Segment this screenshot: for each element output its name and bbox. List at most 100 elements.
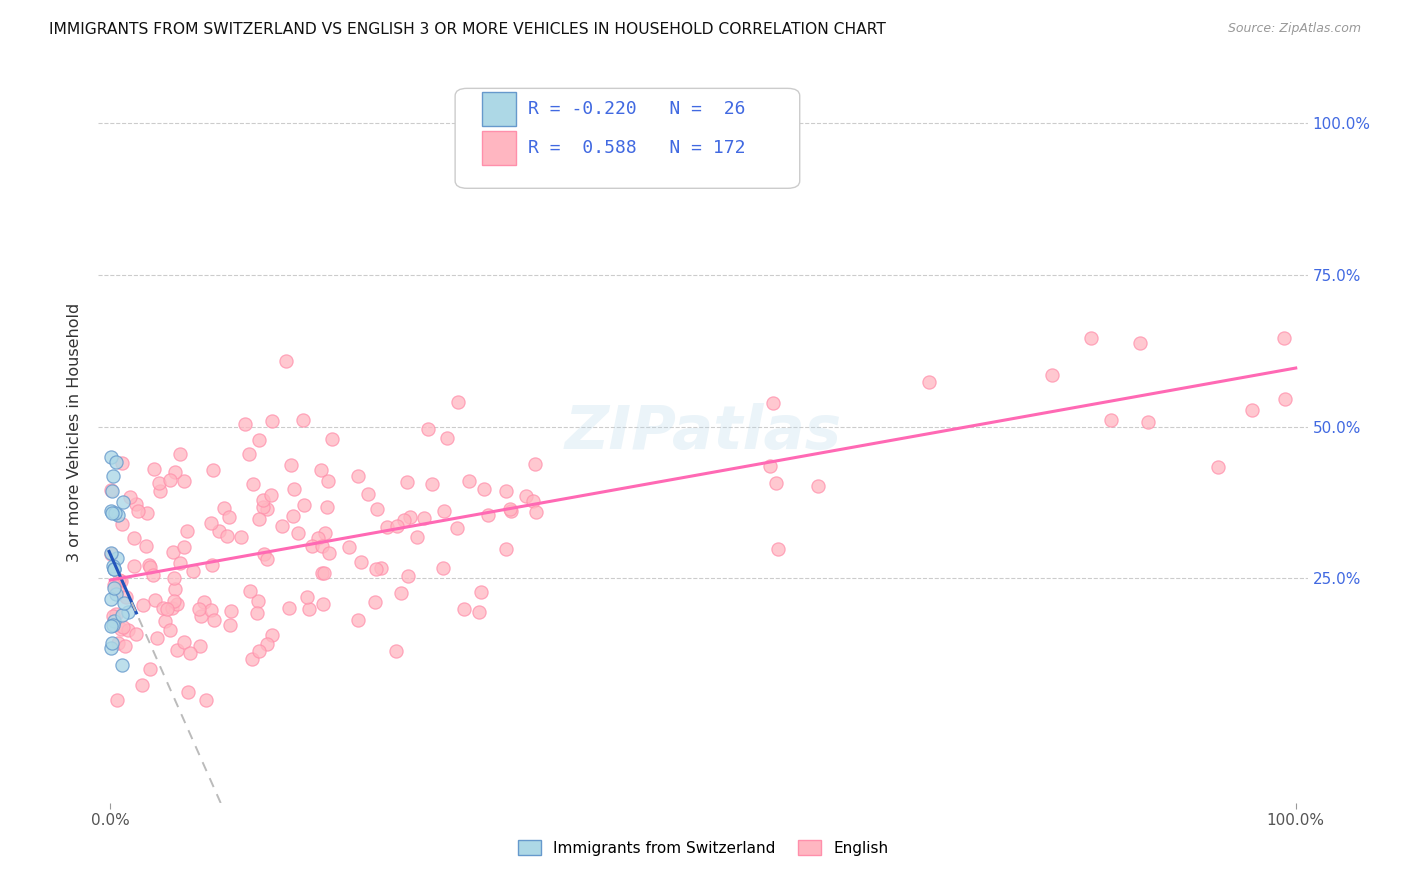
Point xyxy=(165,465,187,479)
Point xyxy=(318,474,340,488)
Point xyxy=(246,606,269,620)
Point xyxy=(385,519,408,533)
Point xyxy=(159,623,181,637)
Point xyxy=(105,582,128,597)
Point xyxy=(357,487,380,501)
Point xyxy=(498,502,520,516)
Point xyxy=(193,594,215,608)
Point xyxy=(242,476,264,491)
Point xyxy=(307,531,329,545)
Point xyxy=(148,476,170,491)
Point xyxy=(256,501,278,516)
Point xyxy=(350,554,373,568)
Point xyxy=(405,530,427,544)
Point xyxy=(396,475,419,489)
Point xyxy=(100,504,122,518)
Point xyxy=(229,531,252,545)
Point xyxy=(389,586,412,600)
Point xyxy=(173,474,195,488)
Point xyxy=(762,395,785,409)
Point xyxy=(766,541,789,556)
Point xyxy=(270,519,292,533)
Bar xyxy=(482,130,516,165)
Point xyxy=(100,546,122,560)
Point xyxy=(107,636,129,650)
Point xyxy=(101,618,124,632)
Point xyxy=(105,455,128,469)
Point xyxy=(312,566,335,580)
Point xyxy=(432,561,454,575)
Point xyxy=(260,628,283,642)
Point xyxy=(103,578,125,592)
Point xyxy=(108,573,131,587)
Point xyxy=(100,506,122,520)
Point xyxy=(100,483,122,497)
Point xyxy=(114,596,136,610)
Point xyxy=(145,631,167,645)
Point xyxy=(103,562,125,576)
Point xyxy=(200,516,222,530)
Point xyxy=(292,499,315,513)
Point xyxy=(143,592,166,607)
Point xyxy=(139,560,162,574)
Text: IMMIGRANTS FROM SWITZERLAND VS ENGLISH 3 OR MORE VEHICLES IN HOUSEHOLD CORRELATI: IMMIGRANTS FROM SWITZERLAND VS ENGLISH 3… xyxy=(49,22,886,37)
Point xyxy=(114,639,136,653)
Point xyxy=(301,540,323,554)
Point xyxy=(149,484,172,499)
Point xyxy=(103,562,125,576)
Point xyxy=(201,558,224,572)
Point xyxy=(173,540,195,554)
Point xyxy=(125,497,148,511)
Point xyxy=(187,601,209,615)
Point xyxy=(200,603,222,617)
Point xyxy=(312,597,335,611)
Point xyxy=(218,617,240,632)
Point xyxy=(253,547,276,561)
Point xyxy=(111,607,134,622)
Point xyxy=(458,474,481,488)
Point xyxy=(1206,460,1229,475)
Point xyxy=(125,626,148,640)
Point xyxy=(100,641,122,656)
Point xyxy=(233,417,256,431)
Point xyxy=(436,431,458,445)
Point xyxy=(256,637,278,651)
Point xyxy=(212,501,235,516)
Point xyxy=(202,463,225,477)
Point xyxy=(1136,415,1159,429)
Point xyxy=(501,504,523,518)
Point xyxy=(295,591,318,605)
Point xyxy=(759,458,782,473)
Bar xyxy=(482,92,516,126)
Point xyxy=(318,546,340,560)
Point xyxy=(169,556,191,570)
Point xyxy=(453,601,475,615)
Point xyxy=(100,483,122,498)
Point xyxy=(138,558,160,573)
Point xyxy=(107,508,129,523)
Y-axis label: 3 or more Vehicles in Household: 3 or more Vehicles in Household xyxy=(67,303,83,562)
Point xyxy=(314,526,336,541)
Point xyxy=(1080,331,1102,345)
Point xyxy=(124,531,146,545)
Point xyxy=(260,488,283,502)
Point xyxy=(321,432,343,446)
Point xyxy=(918,375,941,389)
Point xyxy=(166,597,188,611)
Point xyxy=(238,447,260,461)
Point xyxy=(131,677,153,691)
Point xyxy=(176,524,198,538)
Point xyxy=(162,545,184,559)
Point xyxy=(101,469,124,483)
Point xyxy=(100,619,122,633)
Point xyxy=(252,492,274,507)
Point xyxy=(1040,368,1063,383)
Point xyxy=(522,493,544,508)
Point xyxy=(364,595,387,609)
Point xyxy=(166,643,188,657)
Point xyxy=(117,623,139,637)
Point xyxy=(104,506,127,520)
Point xyxy=(396,568,419,582)
Point xyxy=(153,615,176,629)
Point xyxy=(446,521,468,535)
